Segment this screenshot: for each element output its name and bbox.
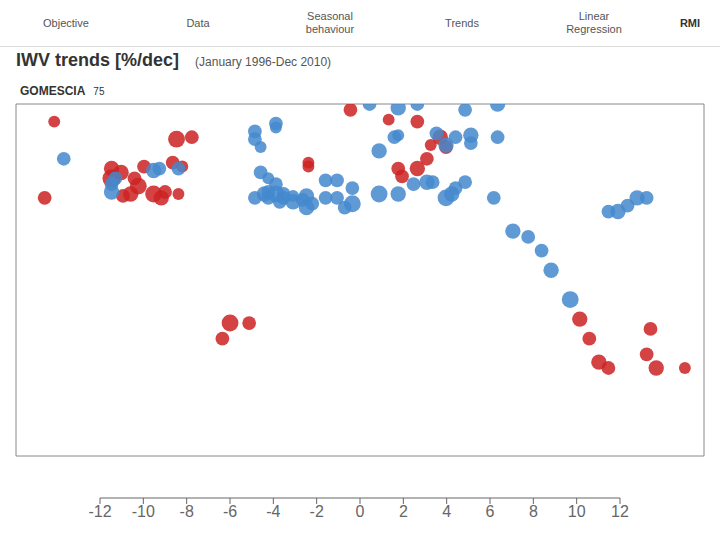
- html-text:GOMESCIA: GOMESCIA: [20, 84, 86, 98]
- svg-text:6: 6: [486, 503, 495, 520]
- svg-text:4: 4: [442, 503, 451, 520]
- html-text:Seasonal behaviour: Seasonal behaviour: [305, 10, 355, 35]
- html-text:Trends: Trends: [445, 16, 479, 29]
- html-text:Data: Data: [186, 16, 210, 29]
- html-text:(January 1996-Dec 2010): (January 1996-Dec 2010): [195, 55, 332, 69]
- svg-text:8: 8: [529, 503, 538, 520]
- html-text:Linear Regression: Linear Regression: [566, 10, 622, 35]
- svg-text:-2: -2: [310, 503, 324, 520]
- svg-text:2: 2: [399, 503, 408, 520]
- html-text:75: 75: [93, 86, 105, 97]
- svg-text:12: 12: [611, 503, 629, 520]
- html-text:Objective: Objective: [43, 16, 89, 29]
- svg-text:-6: -6: [223, 503, 237, 520]
- html-text:RMI: RMI: [679, 17, 701, 29]
- svg-text:10: 10: [568, 503, 586, 520]
- svg-text:0: 0: [356, 503, 365, 520]
- html-text:IWV trends [%/dec]: IWV trends [%/dec]: [16, 50, 179, 70]
- svg-text:-4: -4: [266, 503, 280, 520]
- svg-text:-10: -10: [132, 503, 155, 520]
- svg-text:-12: -12: [88, 503, 111, 520]
- svg-text:-8: -8: [180, 503, 194, 520]
